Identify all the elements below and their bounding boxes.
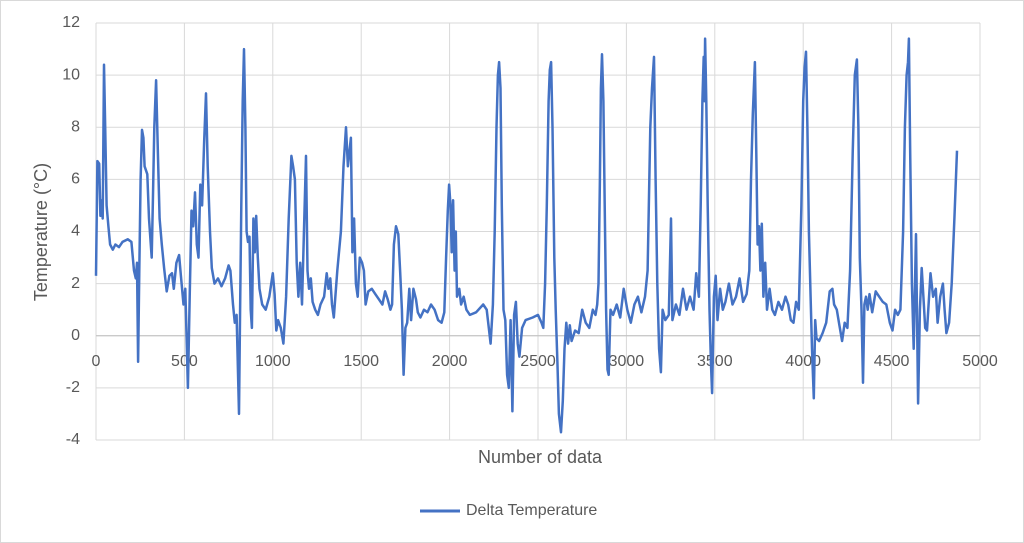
x-tick-label: 500 [171,353,198,370]
y-tick-label: 10 [62,66,80,83]
y-tick-label: 12 [62,14,80,31]
y-tick-label: 2 [71,275,80,292]
x-tick-label: 0 [92,353,101,370]
data-line [94,37,959,434]
y-tick-label: -2 [66,379,80,396]
x-axis-title: Number of data [478,447,603,467]
x-tick-label: 1500 [343,353,379,370]
y-tick-label: 4 [71,223,80,240]
x-tick-label: 1000 [255,353,291,370]
x-tick-label: 4500 [874,353,910,370]
x-tick-label: 2500 [520,353,556,370]
x-tick-label: 5000 [962,353,998,370]
y-tick-label: -4 [66,431,80,448]
x-tick-label: 3500 [697,353,733,370]
y-tick-label: 8 [71,118,80,135]
y-tick-label: 6 [71,171,80,188]
legend-label: Delta Temperature [466,502,597,519]
y-tick-label: 0 [71,327,80,344]
x-tick-label: 2000 [432,353,468,370]
y-axis-title: Temperature (°C) [31,163,51,301]
x-tick-label: 3000 [609,353,645,370]
